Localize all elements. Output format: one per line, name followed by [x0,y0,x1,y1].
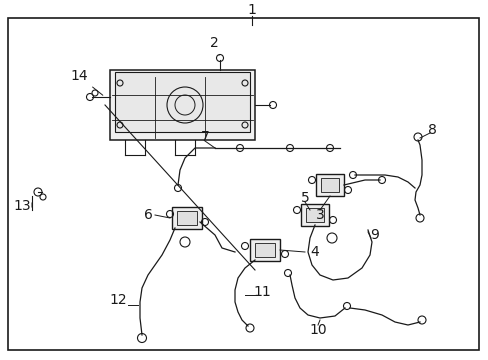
Text: 6: 6 [143,208,152,222]
Text: 1: 1 [247,3,256,17]
Text: 8: 8 [427,123,436,137]
Text: 9: 9 [370,228,379,242]
Bar [249,239,280,261]
Bar [320,178,338,192]
Bar [315,174,343,196]
Bar [301,204,328,226]
Bar [254,243,274,257]
Text: 2: 2 [209,36,219,55]
Bar [172,207,202,229]
Bar [114,72,249,132]
Bar [305,208,324,222]
Bar [177,211,197,225]
Text: 12: 12 [109,293,126,307]
Text: 4: 4 [310,245,319,259]
Text: 10: 10 [308,323,326,337]
Text: 3: 3 [315,208,324,222]
Text: 5: 5 [300,191,309,205]
Text: 14: 14 [70,69,102,95]
Text: 13: 13 [13,199,31,213]
Polygon shape [110,70,254,140]
Text: 7: 7 [200,130,209,144]
Text: 11: 11 [253,285,270,299]
